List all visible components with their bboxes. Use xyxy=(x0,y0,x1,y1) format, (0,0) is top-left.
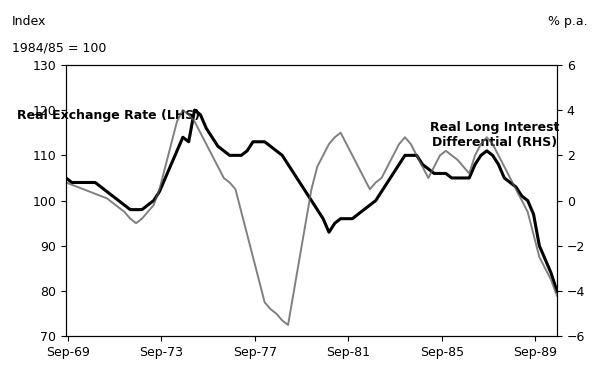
Text: Real Long Interest
Differential (RHS): Real Long Interest Differential (RHS) xyxy=(430,121,559,149)
Text: 1984/85 = 100: 1984/85 = 100 xyxy=(12,41,106,54)
Text: Real Exchange Rate (LHS): Real Exchange Rate (LHS) xyxy=(17,109,200,122)
Text: % p.a.: % p.a. xyxy=(548,15,588,28)
Text: Index: Index xyxy=(12,15,46,28)
